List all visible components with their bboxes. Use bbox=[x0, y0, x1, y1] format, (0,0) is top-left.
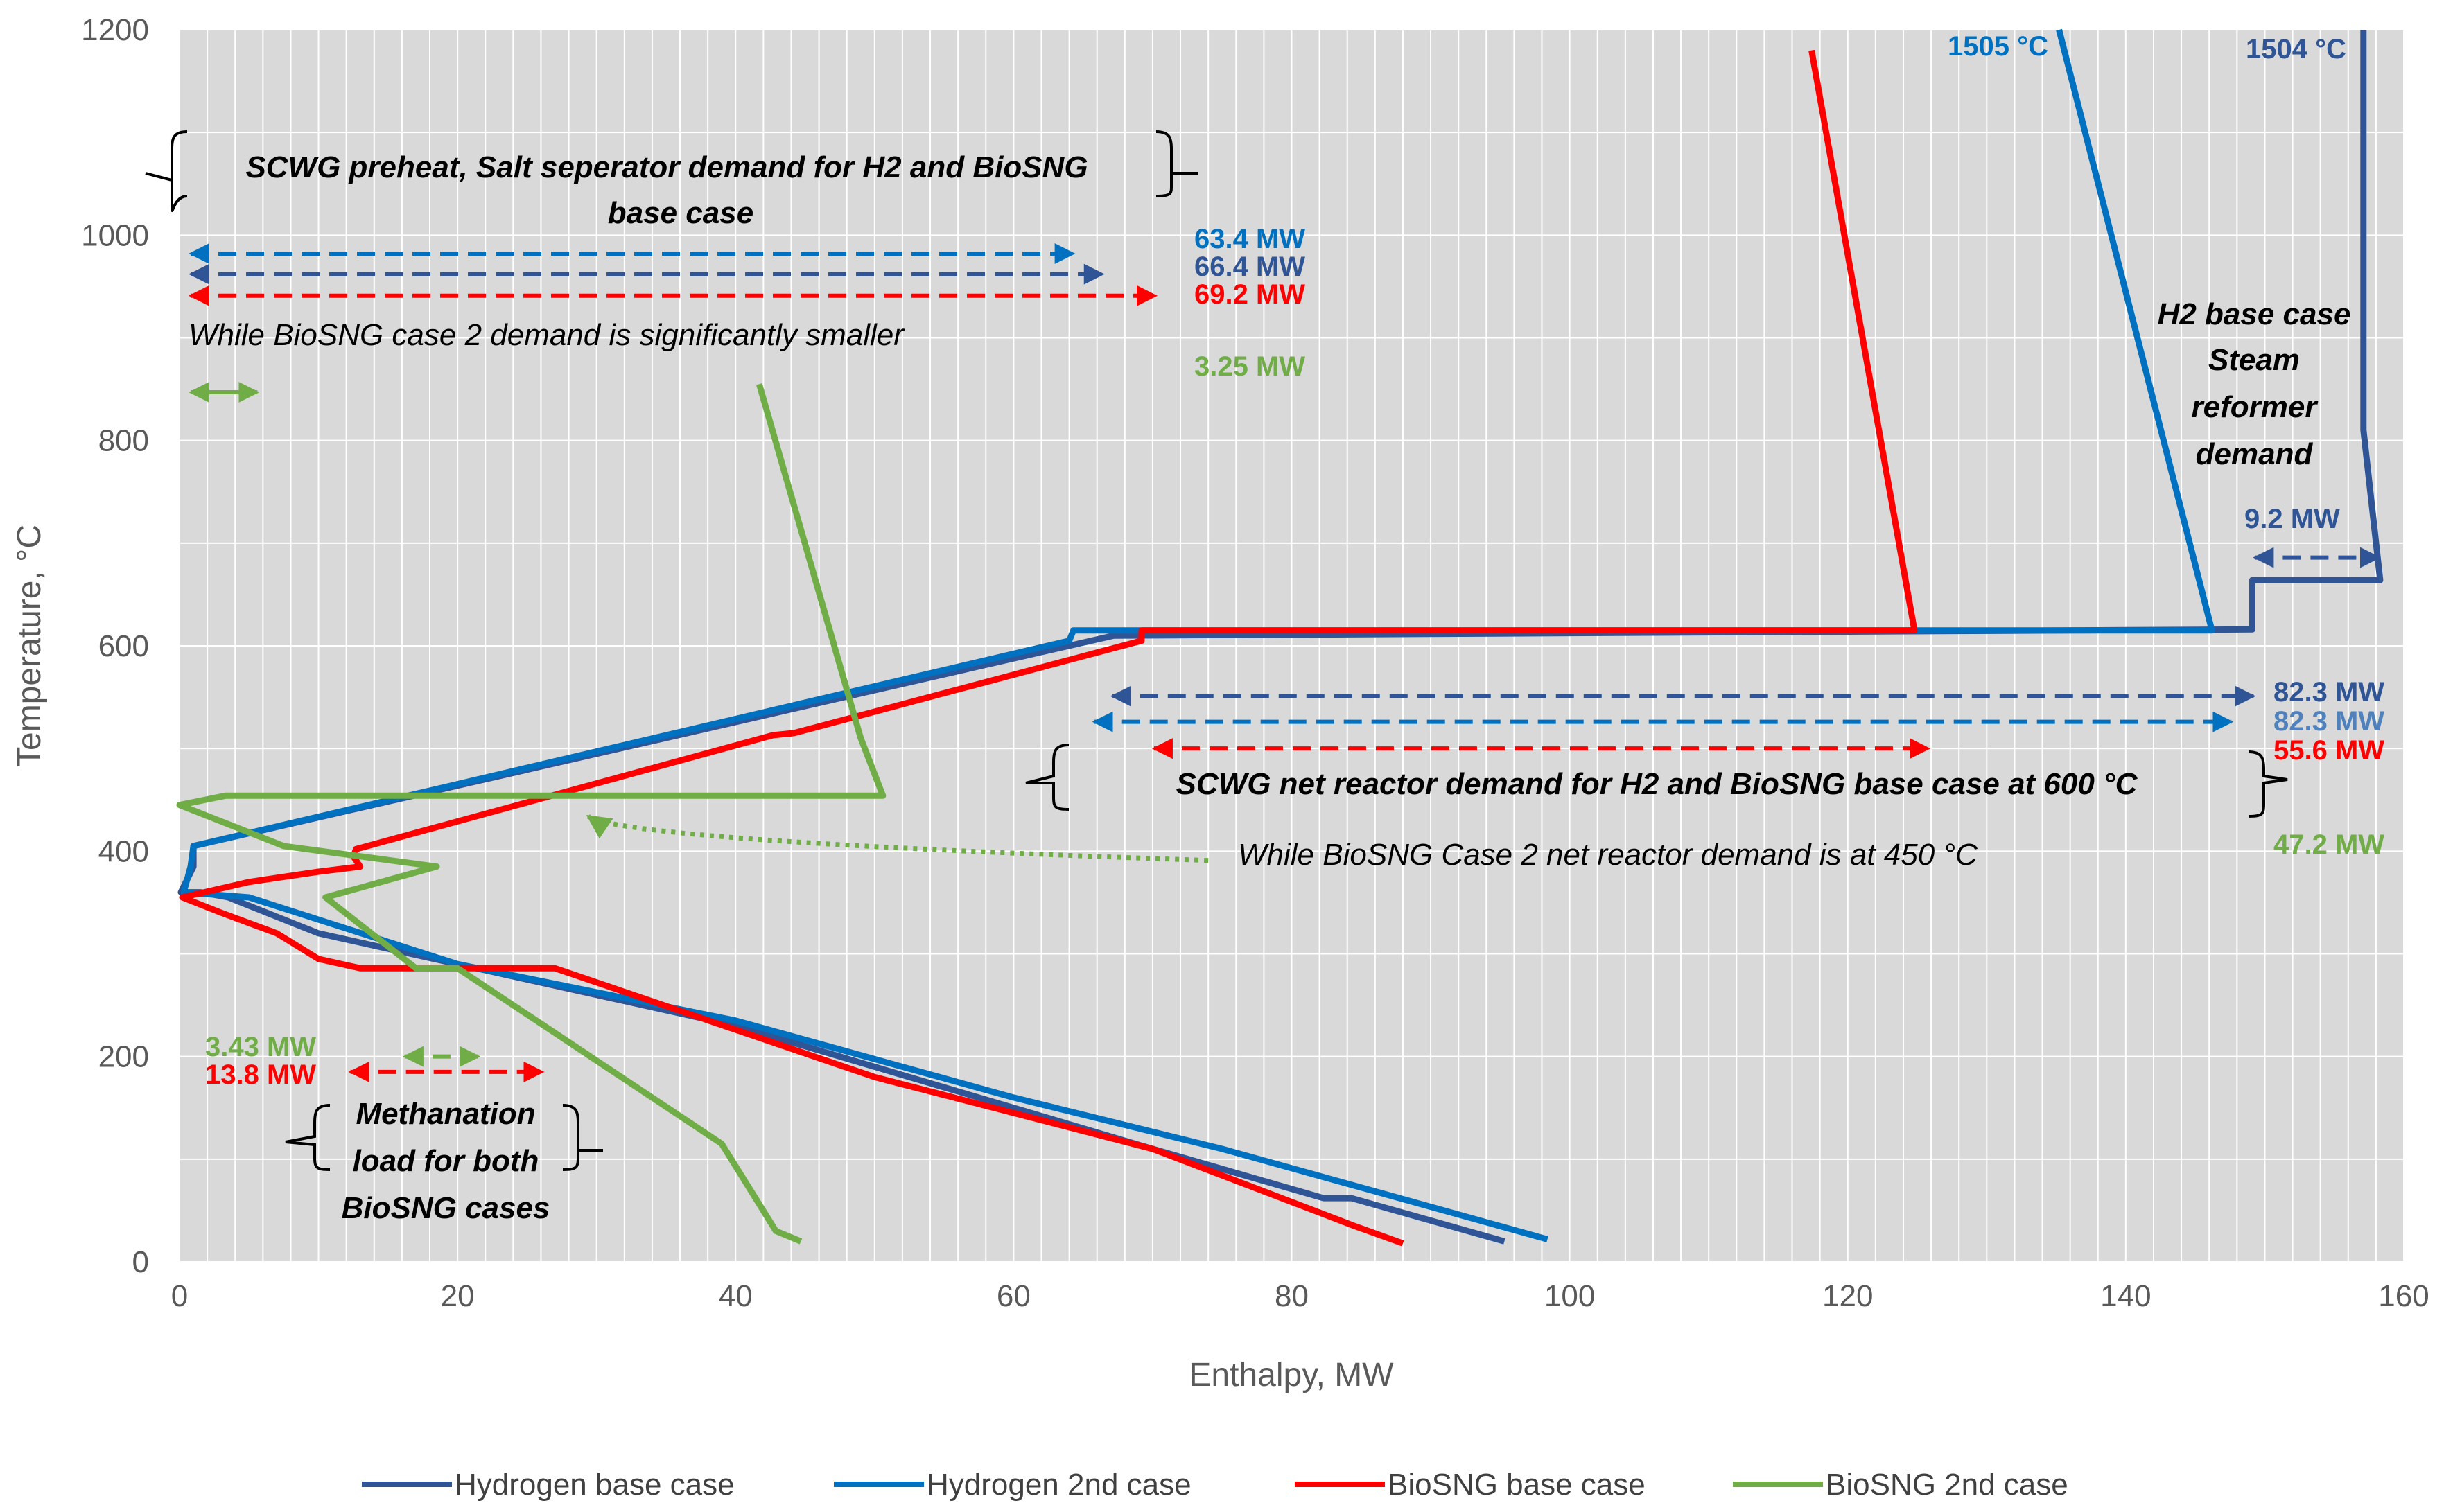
series-lines bbox=[176, 28, 2384, 1247]
x-tick-label: 80 bbox=[1275, 1279, 1309, 1313]
x-tick-label: 160 bbox=[2378, 1279, 2429, 1313]
scwg-preheat-line2: base case bbox=[608, 196, 753, 230]
scwg-preheat-line1: SCWG preheat, Salt seperator demand for … bbox=[245, 150, 1088, 184]
temp-label-1505: 1505 °C bbox=[1948, 31, 2048, 62]
annotation-arrow-10 bbox=[586, 814, 1209, 863]
legend-label-hydrogen-2nd: Hydrogen 2nd case bbox=[927, 1468, 1192, 1502]
x-tick-label: 20 bbox=[441, 1279, 475, 1313]
series-line-1 bbox=[180, 28, 2215, 1242]
bracket-methanation bbox=[285, 1104, 603, 1171]
methanation-line2: load for both bbox=[353, 1144, 539, 1178]
legend-item-hydrogen-base: Hydrogen base case bbox=[362, 1468, 735, 1502]
y-tick-label: 800 bbox=[98, 424, 149, 458]
x-tick-label: 60 bbox=[997, 1279, 1031, 1313]
mw-label-13-8: 13.8 MW bbox=[205, 1060, 316, 1090]
mw-label-82-3-a: 82.3 MW bbox=[2273, 677, 2384, 707]
mw-label-69-2: 69.2 MW bbox=[1194, 279, 1305, 310]
legend-label-biosng-2nd: BioSNG 2nd case bbox=[1826, 1468, 2068, 1502]
legend-item-biosng-2nd: BioSNG 2nd case bbox=[1733, 1468, 2068, 1502]
legend-label-biosng-base: BioSNG base case bbox=[1388, 1468, 1646, 1502]
h2-steam-line4: demand bbox=[2196, 437, 2314, 471]
y-tick-label: 200 bbox=[98, 1040, 149, 1074]
h2-steam-line1: H2 base case bbox=[2158, 297, 2351, 331]
y-axis-title: Temperature, °C bbox=[11, 525, 48, 767]
h2-steam-line3: reformer bbox=[2192, 390, 2319, 424]
annotation-arrows bbox=[189, 243, 2381, 1082]
methanation-line3: BioSNG cases bbox=[342, 1191, 550, 1225]
mw-label-66-4: 66.4 MW bbox=[1194, 252, 1305, 282]
methanation-line1: Methanation bbox=[356, 1097, 535, 1131]
x-tick-label: 140 bbox=[2100, 1279, 2151, 1313]
legend-item-hydrogen-2nd: Hydrogen 2nd case bbox=[834, 1468, 1192, 1502]
mw-label-82-3-b: 82.3 MW bbox=[2273, 706, 2384, 737]
mw-label-3-43: 3.43 MW bbox=[205, 1032, 316, 1062]
x-axis-title: Enthalpy, MW bbox=[1189, 1357, 1394, 1394]
legend-item-biosng-base: BioSNG base case bbox=[1295, 1468, 1646, 1502]
y-tick-label: 1000 bbox=[81, 218, 149, 252]
grid-lines bbox=[179, 29, 2404, 1263]
y-tick-label: 1200 bbox=[81, 13, 149, 47]
biosng-case2-demand-note: While BioSNG case 2 demand is significan… bbox=[189, 318, 905, 352]
y-axis-ticks: 0 200 400 600 800 1000 1200 bbox=[81, 13, 149, 1279]
scwg-net-reactor-note: SCWG net reactor demand for H2 and BioSN… bbox=[1176, 767, 2138, 801]
series-line-2 bbox=[179, 49, 1918, 1247]
x-tick-label: 120 bbox=[1822, 1279, 1873, 1313]
mw-label-63-4: 63.4 MW bbox=[1194, 224, 1305, 254]
y-tick-label: 400 bbox=[98, 834, 149, 868]
mw-label-55-6: 55.6 MW bbox=[2273, 735, 2384, 766]
x-axis-ticks: 0 20 40 60 80 100 120 140 160 bbox=[171, 1279, 2429, 1313]
x-tick-label: 100 bbox=[1544, 1279, 1595, 1313]
temp-label-1504: 1504 °C bbox=[2246, 34, 2346, 64]
legend-label-hydrogen-base: Hydrogen base case bbox=[455, 1468, 735, 1502]
y-tick-label: 600 bbox=[98, 629, 149, 663]
mw-label-3-25: 3.25 MW bbox=[1194, 351, 1305, 382]
mw-label-9-2: 9.2 MW bbox=[2244, 504, 2340, 534]
x-tick-label: 0 bbox=[171, 1279, 188, 1313]
mw-label-47-2: 47.2 MW bbox=[2273, 829, 2384, 860]
biosng-case2-reactor-note: While BioSNG Case 2 net reactor demand i… bbox=[1238, 838, 1978, 872]
y-tick-label: 0 bbox=[132, 1245, 149, 1279]
bracket-scwg-preheat bbox=[145, 130, 1198, 212]
series-line-3 bbox=[176, 383, 887, 1245]
x-tick-label: 40 bbox=[719, 1279, 753, 1313]
h2-steam-line2: Steam bbox=[2208, 343, 2300, 377]
bracket-scwg-reactor bbox=[1025, 744, 2288, 818]
legend: Hydrogen base case Hydrogen 2nd case Bio… bbox=[362, 1468, 2068, 1502]
